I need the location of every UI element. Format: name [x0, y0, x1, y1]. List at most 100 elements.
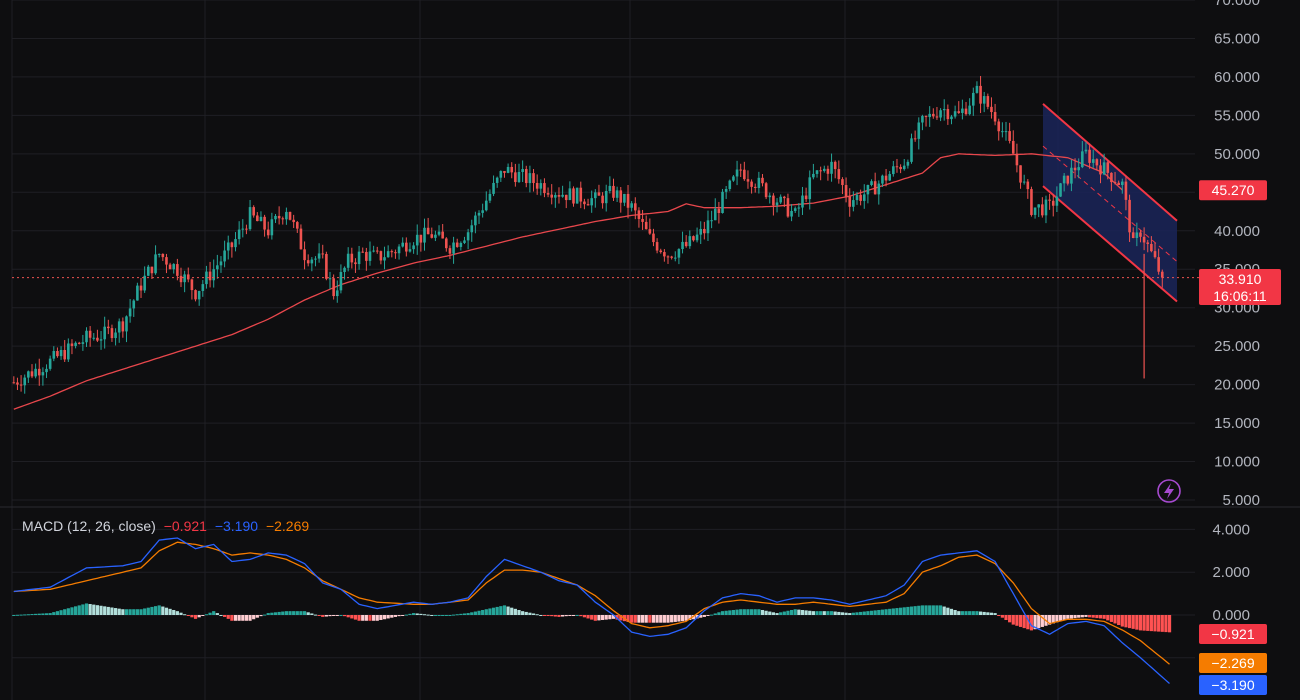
- macd-hist-bar: [982, 611, 986, 615]
- candle-body: [361, 251, 365, 253]
- candle-body: [833, 161, 837, 170]
- candle-down: [419, 234, 423, 252]
- candle-body: [426, 227, 430, 235]
- macd-hist-bar: [746, 609, 750, 615]
- macd-legend[interactable]: MACD (12, 26, close) −0.921 −3.190 −2.26…: [22, 518, 313, 534]
- macd-hist-bar: [833, 611, 837, 615]
- candle-body: [641, 218, 644, 222]
- macd-hist-bar: [957, 611, 961, 615]
- candle-up: [1033, 207, 1037, 219]
- candle-body: [107, 326, 110, 329]
- candle-up: [328, 271, 332, 290]
- macd-hist-bar: [430, 615, 434, 616]
- candle-body: [495, 177, 499, 183]
- macd-hist-bar: [401, 615, 405, 616]
- macd-hist-bar: [528, 612, 532, 615]
- candle-body: [623, 193, 626, 203]
- candle-up: [790, 204, 793, 222]
- macd-hist-bar: [270, 612, 274, 615]
- descending-channel[interactable]: [1042, 103, 1178, 303]
- price-axis[interactable]: 70.00065.00060.00055.00050.00045.00040.0…: [1207, 0, 1260, 667]
- candle-up: [630, 201, 633, 212]
- candle-down: [1153, 242, 1157, 259]
- candle-down: [1073, 158, 1077, 179]
- candle-body: [114, 332, 117, 339]
- macd-hist-tag: −0.921: [1199, 624, 1267, 644]
- candle-down: [579, 181, 583, 209]
- macd-hist-bar: [1113, 615, 1117, 624]
- macd-hist-bar: [77, 605, 81, 615]
- replay-button[interactable]: [1157, 479, 1181, 503]
- candle-down: [564, 194, 568, 209]
- candle-body: [328, 278, 332, 280]
- candle-body: [699, 228, 703, 235]
- candle-down: [139, 277, 143, 298]
- candle-body: [1081, 151, 1084, 168]
- candle-body: [470, 225, 474, 233]
- candle-body: [310, 259, 314, 264]
- macd-hist-bar: [917, 605, 921, 615]
- candle-body: [1139, 232, 1142, 237]
- candle-up: [114, 328, 117, 346]
- candle-up: [695, 227, 699, 243]
- candle-body: [1048, 199, 1051, 201]
- candle-up: [201, 280, 205, 297]
- candle-body: [1142, 236, 1146, 243]
- candle-up: [506, 163, 510, 174]
- macd-hist-bar: [92, 604, 96, 615]
- candle-down: [30, 364, 34, 379]
- candle-body: [223, 250, 226, 262]
- candle-body: [437, 231, 441, 235]
- candle-down: [804, 187, 808, 203]
- candle-body: [37, 368, 41, 376]
- candle-down: [1139, 229, 1142, 243]
- candle-body: [1070, 167, 1073, 184]
- ma-value-tag: 45.270: [1199, 180, 1267, 201]
- macd-hist-bar: [499, 606, 503, 615]
- candle-body: [528, 173, 532, 184]
- candle-down: [445, 237, 448, 252]
- candle-up: [274, 214, 277, 223]
- candle-body: [910, 138, 913, 162]
- candle-body: [772, 195, 775, 206]
- macd-hist-bar: [1124, 615, 1128, 628]
- candle-body: [564, 194, 568, 201]
- macd-line-tag-text: −3.190: [1211, 677, 1254, 693]
- price-tick-label: 70.000: [1214, 0, 1260, 9]
- candle-down: [1146, 239, 1150, 253]
- candle-body: [332, 278, 335, 297]
- macd-hist-bar: [26, 614, 30, 616]
- candle-down: [176, 258, 179, 281]
- candle-body: [1051, 200, 1055, 206]
- macd-hist-bar: [419, 613, 423, 615]
- candle-down: [245, 224, 248, 235]
- candle-up: [1135, 222, 1139, 247]
- candle-body: [183, 274, 186, 283]
- candle-body: [492, 182, 495, 194]
- candle-body: [1110, 172, 1113, 183]
- macd-hist-bar: [1073, 615, 1077, 619]
- macd-hist-bar: [564, 615, 568, 617]
- macd-hist-bar: [575, 615, 579, 616]
- candle-body: [892, 166, 895, 175]
- macd-hist-bar: [855, 612, 859, 615]
- macd-hist-bar: [779, 612, 783, 615]
- candle-down: [783, 195, 786, 208]
- macd-hist-bar: [561, 615, 565, 617]
- candle-up: [1102, 153, 1106, 176]
- macd-hist-bar: [1098, 615, 1103, 619]
- candle-up: [223, 240, 226, 268]
- candle-body: [463, 240, 466, 243]
- macd-hist-bar: [1077, 615, 1081, 618]
- macd-hist-bar: [869, 610, 874, 615]
- candle-up: [99, 331, 103, 350]
- candle-down: [1019, 165, 1022, 189]
- candle-body: [703, 228, 706, 234]
- candle-body: [975, 85, 979, 93]
- macd-hist-bar: [888, 608, 892, 615]
- lightning-icon: [1164, 483, 1174, 499]
- macd-hist-bar: [1058, 615, 1063, 622]
- candle-up: [335, 280, 339, 303]
